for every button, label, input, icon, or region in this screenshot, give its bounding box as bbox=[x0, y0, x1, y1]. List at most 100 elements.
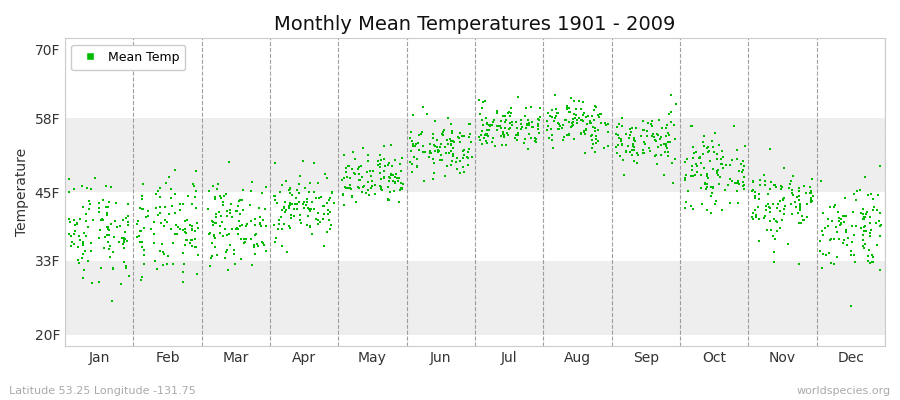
Point bbox=[622, 135, 636, 141]
Point bbox=[497, 134, 511, 140]
Point bbox=[321, 196, 336, 203]
Point bbox=[133, 228, 148, 235]
Point bbox=[394, 168, 409, 175]
Point bbox=[63, 219, 77, 225]
Point bbox=[79, 232, 94, 239]
Point bbox=[827, 260, 842, 267]
Point bbox=[630, 160, 644, 166]
Point bbox=[267, 222, 282, 228]
Point bbox=[76, 230, 91, 236]
Point bbox=[365, 168, 380, 174]
Point bbox=[303, 206, 318, 212]
Point bbox=[454, 139, 468, 145]
Point bbox=[704, 183, 718, 190]
Point bbox=[711, 172, 725, 178]
Point bbox=[116, 259, 130, 265]
Point bbox=[410, 156, 424, 162]
Point bbox=[805, 176, 819, 182]
Point bbox=[623, 126, 637, 132]
Point bbox=[703, 193, 717, 199]
Point bbox=[361, 178, 375, 185]
Point bbox=[388, 179, 402, 185]
Point bbox=[856, 243, 870, 250]
Point bbox=[479, 115, 493, 121]
Point bbox=[343, 175, 357, 181]
Point bbox=[693, 154, 707, 161]
Point bbox=[191, 224, 205, 231]
Point bbox=[382, 197, 396, 204]
Point bbox=[374, 186, 389, 193]
Point bbox=[364, 173, 378, 179]
Point bbox=[769, 184, 783, 190]
Point bbox=[764, 226, 778, 233]
Point bbox=[437, 173, 452, 179]
Point bbox=[218, 225, 232, 232]
Point bbox=[475, 105, 490, 111]
Point bbox=[406, 112, 420, 118]
Point bbox=[115, 234, 130, 241]
Point bbox=[657, 140, 671, 147]
Point bbox=[492, 123, 507, 129]
Point bbox=[348, 171, 363, 177]
Point bbox=[184, 226, 199, 233]
Point bbox=[692, 155, 706, 161]
Point bbox=[487, 116, 501, 123]
Point bbox=[96, 245, 111, 252]
Point bbox=[733, 168, 747, 174]
Point bbox=[626, 125, 640, 132]
Point bbox=[653, 142, 668, 148]
Point bbox=[585, 132, 599, 138]
Point bbox=[858, 214, 872, 220]
Point bbox=[757, 172, 771, 178]
Point bbox=[659, 141, 673, 147]
Point bbox=[652, 136, 667, 142]
Point bbox=[589, 133, 603, 139]
Point bbox=[210, 185, 224, 192]
Point bbox=[718, 162, 733, 168]
Point bbox=[496, 113, 510, 120]
Point bbox=[639, 128, 653, 134]
Point bbox=[178, 242, 193, 248]
Point bbox=[378, 162, 392, 169]
Point bbox=[730, 180, 744, 186]
Point bbox=[565, 120, 580, 126]
Point bbox=[439, 150, 454, 157]
Point bbox=[251, 243, 266, 249]
Point bbox=[865, 251, 879, 258]
Point bbox=[850, 188, 864, 194]
Point bbox=[570, 120, 584, 126]
Point bbox=[208, 220, 222, 226]
Point bbox=[68, 221, 83, 228]
Point bbox=[753, 177, 768, 183]
Point bbox=[164, 226, 178, 232]
Point bbox=[245, 179, 259, 186]
Point bbox=[345, 193, 359, 200]
Point bbox=[161, 252, 176, 259]
Point bbox=[482, 127, 497, 133]
Point bbox=[268, 239, 283, 245]
Point bbox=[456, 133, 471, 139]
Point bbox=[410, 162, 424, 169]
Point bbox=[612, 135, 626, 141]
Point bbox=[244, 236, 258, 243]
Point bbox=[117, 239, 131, 245]
Point bbox=[874, 222, 888, 229]
Point bbox=[686, 155, 700, 161]
Point bbox=[424, 150, 438, 156]
Point bbox=[228, 261, 242, 268]
Point bbox=[135, 195, 149, 202]
Point bbox=[208, 196, 222, 202]
Point bbox=[839, 213, 853, 220]
Point bbox=[317, 203, 331, 209]
Point bbox=[185, 222, 200, 229]
Point bbox=[792, 184, 806, 191]
Point bbox=[444, 162, 458, 168]
Point bbox=[95, 197, 110, 204]
Point bbox=[460, 154, 474, 161]
Point bbox=[70, 220, 85, 226]
Point bbox=[65, 239, 79, 245]
Point bbox=[418, 148, 432, 155]
Point bbox=[116, 217, 130, 224]
Point bbox=[67, 231, 81, 238]
Point bbox=[872, 266, 886, 273]
